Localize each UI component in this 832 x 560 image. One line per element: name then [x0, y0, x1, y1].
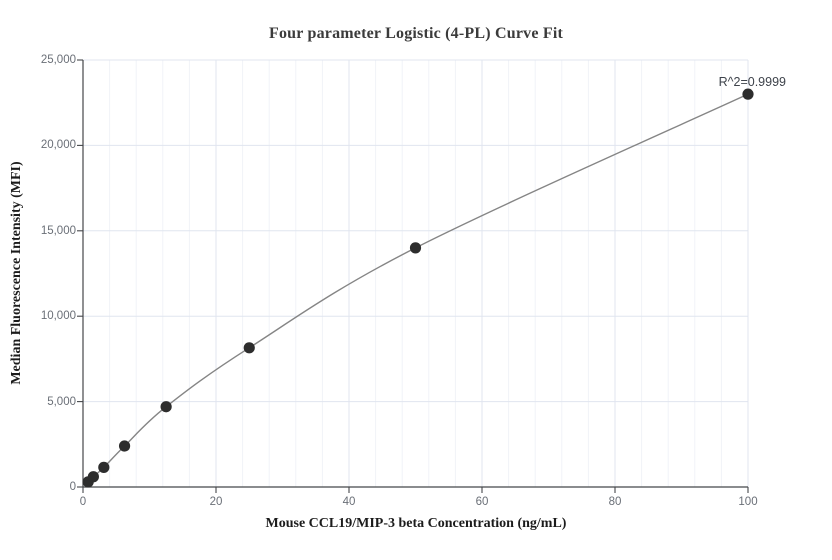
x-tick-label: 80 — [608, 496, 622, 508]
data-point — [98, 461, 110, 473]
x-minor-gridlines — [109, 60, 722, 487]
x-tick-label: 100 — [738, 496, 758, 508]
x-tick-label: 0 — [79, 496, 87, 508]
x-major-gridlines — [215, 60, 749, 487]
fit-curve — [84, 93, 749, 486]
data-point — [160, 401, 172, 413]
chart-title: Four parameter Logistic (4-PL) Curve Fit — [268, 25, 563, 42]
x-tick-label: 60 — [475, 496, 489, 508]
y-tick-label: 5,000 — [47, 395, 76, 408]
data-point — [243, 342, 255, 354]
y-tick-label: 15,000 — [40, 224, 76, 237]
tick-marks — [77, 59, 749, 493]
r-squared-label: R^2=0.9999 — [718, 75, 786, 89]
axes — [82, 60, 748, 488]
x-tick-label: 20 — [209, 496, 223, 508]
x-axis-title: Mouse CCL19/MIP-3 beta Concentration (ng… — [265, 516, 567, 531]
data-point — [409, 242, 422, 254]
data-point — [87, 471, 99, 483]
y-tick-label: 20,000 — [40, 139, 76, 152]
x-tick-label: 40 — [342, 496, 356, 508]
data-point — [742, 88, 754, 100]
data-point — [118, 440, 131, 452]
y-tick-label: 0 — [69, 481, 76, 493]
y-tick-label: 10,000 — [40, 310, 76, 323]
data-points — [82, 88, 754, 488]
y-tick-label: 25,000 — [40, 54, 76, 66]
y-axis-title: Median Fluorescence Intensity (MFI) — [9, 161, 24, 385]
y-major-gridlines — [83, 59, 748, 403]
